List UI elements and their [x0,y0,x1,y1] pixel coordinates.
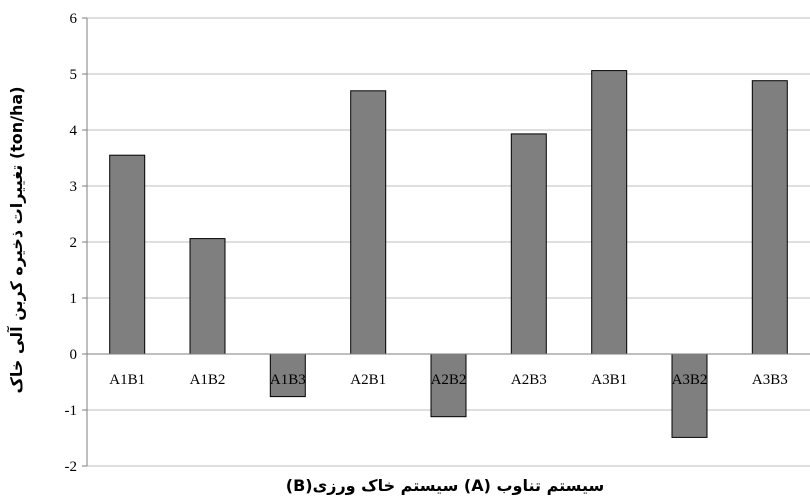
x-tick-label: A1B3 [270,372,306,388]
bar-a2b3 [510,133,547,355]
y-tick-label: 3 [70,179,78,195]
bars [109,70,788,438]
y-tick-label: -2 [65,459,78,475]
y-tick-labels: -2 -1 0 1 2 3 4 5 6 [65,11,78,475]
y-tick-label: 0 [70,347,78,363]
bar-a1b2 [189,238,226,355]
y-tick-label: 1 [70,291,78,307]
bar-a3b3 [751,80,788,355]
x-tick-label: A2B1 [350,372,386,388]
x-tick-label: A2B2 [431,372,467,388]
x-tick-label: A1B2 [190,372,226,388]
y-tick-label: 6 [70,11,78,27]
axes [82,17,810,467]
y-tick-label: 5 [70,67,78,83]
x-axis-title: سیستم تناوب (A) سیستم خاک ورزی(B) [286,476,604,495]
x-tick-labels: A1B1 A1B2 A1B3 A2B1 A2B2 A2B3 A3B1 A3B2 A3B3 [109,372,787,388]
x-tick-label: A3B1 [591,372,627,388]
y-tick-label: -1 [65,403,78,419]
bar-a1b1 [109,154,146,355]
x-tick-label: A1B1 [109,372,145,388]
bar-a1b3 [269,353,306,398]
x-tick-label: A3B3 [752,372,788,388]
x-tick-label: A3B2 [672,372,708,388]
bar-a3b2 [671,353,708,438]
x-tick-label: A2B3 [511,372,547,388]
y-tick-label: 2 [70,235,78,251]
bar-a2b2 [430,353,467,418]
y-axis-title: تغییرات ذخیره کربن آلی خاک (ton/ha) [6,86,26,393]
y-tick-label: 4 [70,123,78,139]
bar-a2b1 [350,90,387,355]
bar-a3b1 [591,70,628,355]
